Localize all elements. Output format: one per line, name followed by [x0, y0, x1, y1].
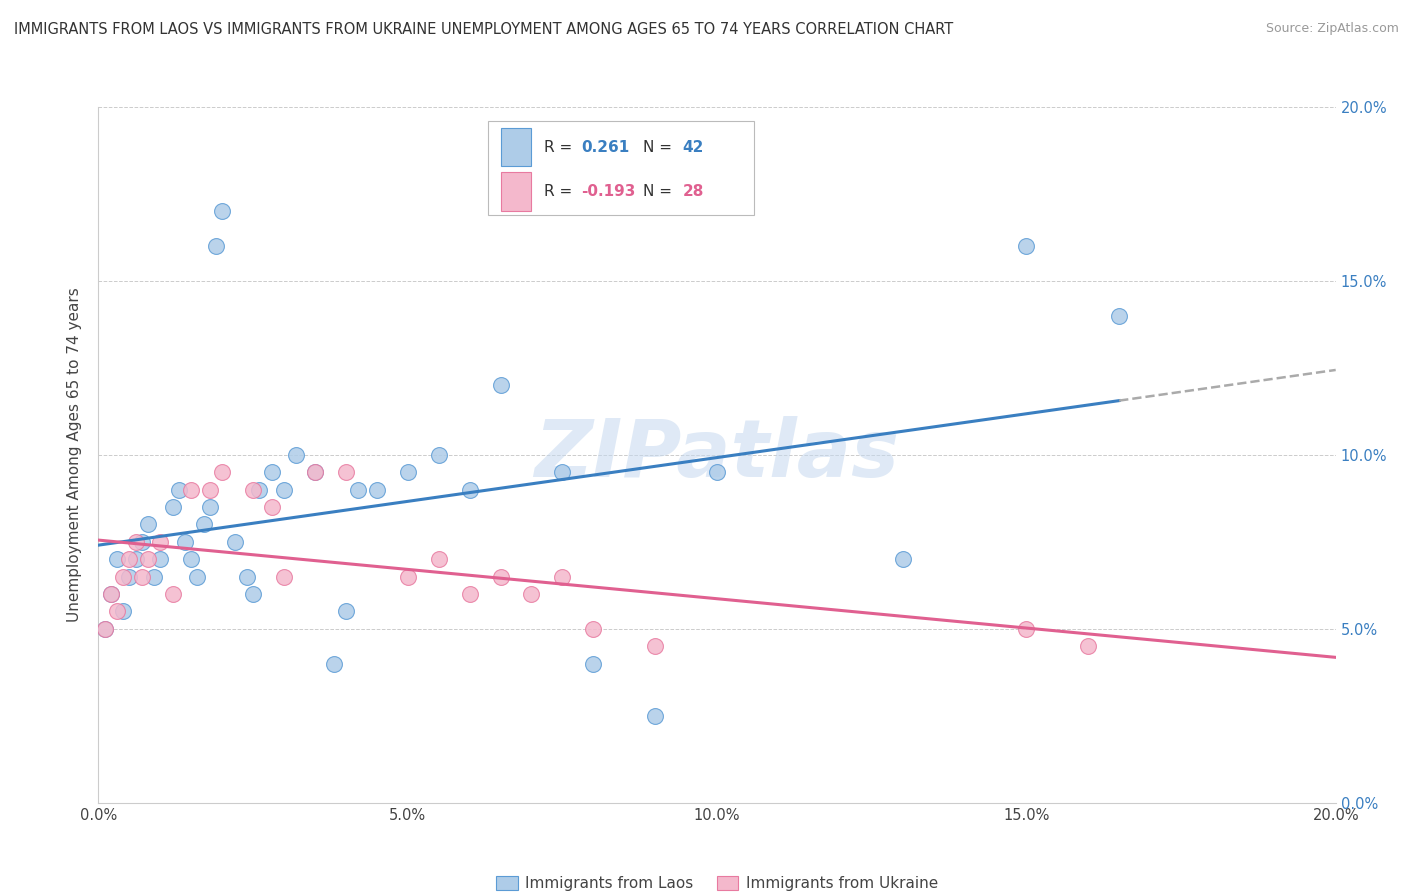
- Point: [335, 605, 357, 619]
- Point: [186, 570, 208, 584]
- Point: [644, 639, 666, 653]
- Point: [551, 466, 574, 480]
- Point: [247, 483, 270, 497]
- Point: [180, 483, 202, 497]
- Point: [93, 622, 115, 636]
- Point: [551, 570, 574, 584]
- Text: R =: R =: [544, 140, 576, 154]
- Point: [396, 570, 419, 584]
- Point: [100, 587, 122, 601]
- Point: [162, 500, 184, 514]
- Point: [242, 483, 264, 497]
- Point: [93, 622, 115, 636]
- Point: [143, 570, 166, 584]
- Text: N =: N =: [643, 140, 676, 154]
- Point: [136, 517, 159, 532]
- Point: [1015, 239, 1038, 253]
- Text: 28: 28: [682, 184, 704, 199]
- FancyBboxPatch shape: [501, 172, 531, 211]
- Point: [458, 483, 481, 497]
- Point: [149, 552, 172, 566]
- Point: [193, 517, 215, 532]
- Point: [162, 587, 184, 601]
- Point: [489, 570, 512, 584]
- Point: [224, 534, 246, 549]
- Point: [304, 466, 326, 480]
- Point: [100, 587, 122, 601]
- Point: [304, 466, 326, 480]
- Point: [891, 552, 914, 566]
- Point: [118, 570, 141, 584]
- Point: [260, 466, 283, 480]
- Text: IMMIGRANTS FROM LAOS VS IMMIGRANTS FROM UKRAINE UNEMPLOYMENT AMONG AGES 65 TO 74: IMMIGRANTS FROM LAOS VS IMMIGRANTS FROM …: [14, 22, 953, 37]
- Text: R =: R =: [544, 184, 576, 199]
- Text: 42: 42: [682, 140, 704, 154]
- Point: [489, 378, 512, 392]
- Point: [211, 204, 233, 219]
- Point: [118, 552, 141, 566]
- Text: Source: ZipAtlas.com: Source: ZipAtlas.com: [1265, 22, 1399, 36]
- Point: [112, 570, 135, 584]
- Point: [396, 466, 419, 480]
- Point: [105, 605, 128, 619]
- Point: [347, 483, 370, 497]
- Point: [198, 500, 221, 514]
- Text: 0.261: 0.261: [581, 140, 630, 154]
- Text: N =: N =: [643, 184, 676, 199]
- Legend: Immigrants from Laos, Immigrants from Ukraine: Immigrants from Laos, Immigrants from Uk…: [491, 870, 943, 892]
- Point: [105, 552, 128, 566]
- Point: [112, 605, 135, 619]
- Point: [458, 587, 481, 601]
- Point: [520, 587, 543, 601]
- Point: [644, 708, 666, 723]
- Point: [1077, 639, 1099, 653]
- Point: [1015, 622, 1038, 636]
- Point: [124, 534, 146, 549]
- Point: [335, 466, 357, 480]
- FancyBboxPatch shape: [501, 128, 531, 167]
- Point: [366, 483, 388, 497]
- Point: [131, 570, 153, 584]
- Point: [149, 534, 172, 549]
- Y-axis label: Unemployment Among Ages 65 to 74 years: Unemployment Among Ages 65 to 74 years: [67, 287, 83, 623]
- Point: [427, 448, 450, 462]
- Point: [273, 483, 295, 497]
- Point: [211, 466, 233, 480]
- Text: -0.193: -0.193: [581, 184, 636, 199]
- Point: [322, 657, 344, 671]
- Point: [124, 552, 146, 566]
- Point: [285, 448, 308, 462]
- Point: [174, 534, 197, 549]
- Point: [180, 552, 202, 566]
- Point: [131, 534, 153, 549]
- Point: [236, 570, 259, 584]
- Point: [205, 239, 228, 253]
- Point: [260, 500, 283, 514]
- FancyBboxPatch shape: [488, 121, 754, 215]
- Point: [198, 483, 221, 497]
- Point: [242, 587, 264, 601]
- Point: [582, 622, 605, 636]
- Point: [1108, 309, 1130, 323]
- Point: [427, 552, 450, 566]
- Point: [582, 657, 605, 671]
- Point: [136, 552, 159, 566]
- Point: [167, 483, 190, 497]
- Text: ZIPatlas: ZIPatlas: [534, 416, 900, 494]
- Point: [706, 466, 728, 480]
- Point: [273, 570, 295, 584]
